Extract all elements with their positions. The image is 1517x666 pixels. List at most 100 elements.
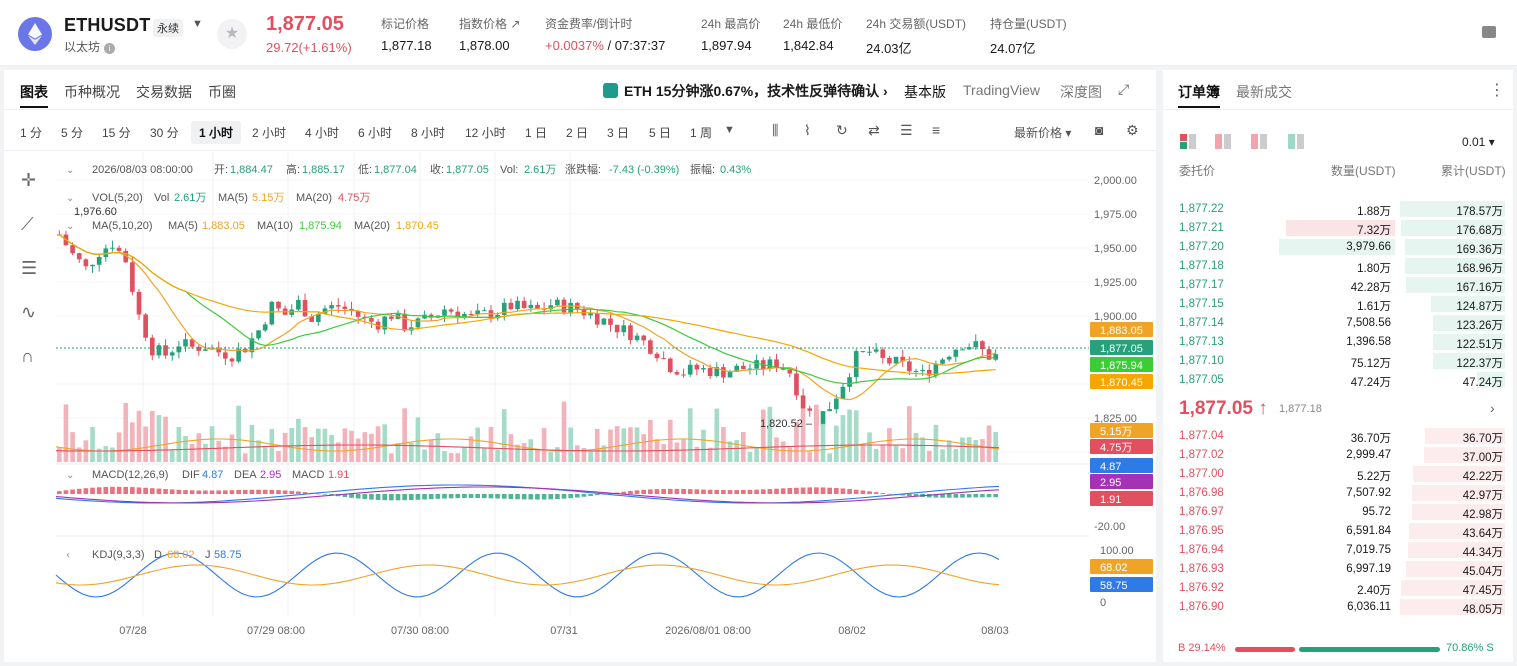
bid-row[interactable]: 1,877.04 36.70万 36.70万 (1163, 427, 1513, 446)
bid-row[interactable]: 1,876.90 6,036.11 48.05万 (1163, 598, 1513, 617)
candle-body (893, 356, 899, 364)
mode-bids-icon[interactable] (1251, 134, 1267, 149)
info-icon[interactable]: i (104, 43, 116, 54)
tab-basic[interactable]: 基本版 (904, 84, 946, 100)
news-text[interactable]: ETH 15分钟涨0.67%，技术性反弹待确认 › (624, 83, 888, 99)
ask-row[interactable]: 1,877.22 1.88万 178.57万 (1163, 200, 1513, 219)
bid-row[interactable]: 1,877.02 2,999.47 37.00万 (1163, 446, 1513, 465)
bid-row[interactable]: 1,876.92 2.40万 47.45万 (1163, 579, 1513, 598)
mode-both-icon[interactable] (1180, 134, 1196, 149)
ask-row[interactable]: 1,877.13 1,396.58 122.51万 (1163, 333, 1513, 352)
timeframe-2d[interactable]: 2 日 (566, 126, 589, 140)
stat-label[interactable]: 指数价格 ↗ (459, 17, 521, 31)
tab-orderbook[interactable]: 订单簿 (1178, 84, 1220, 108)
candlestick-chart[interactable]: 2,000.00 1,975.00 1,950.00 1,925.00 1,900.00… (4, 70, 1156, 662)
candle-body (687, 364, 693, 375)
symbol-dropdown-icon[interactable]: ▼ (192, 18, 203, 30)
ask-row[interactable]: 1,877.05 47.24万 47.24万 (1163, 371, 1513, 390)
ask-row[interactable]: 1,877.17 42.28万 167.16万 (1163, 276, 1513, 295)
timeframe-30m[interactable]: 30 分 (150, 126, 179, 140)
horizontal-lines-icon[interactable]: ☰ (21, 258, 38, 278)
timeframe-4h[interactable]: 4 小时 (305, 126, 340, 140)
book-icon[interactable] (1482, 26, 1496, 38)
price-mode-select[interactable]: 最新价格 ▾ (1014, 126, 1072, 140)
bid-row[interactable]: 1,876.95 6,591.84 43.64万 (1163, 522, 1513, 541)
refresh-icon[interactable]: ↻ (836, 122, 848, 138)
timeframe-1w[interactable]: 1 周 (690, 126, 713, 140)
screenshot-icon[interactable]: ◙ (1095, 122, 1104, 138)
precision-select[interactable]: 0.01 ▾ (1462, 135, 1495, 149)
price-mode-label[interactable]: 最新价格 (1014, 126, 1063, 140)
candle-body (787, 369, 793, 374)
ask-row[interactable]: 1,877.20 3,979.66 169.36万 (1163, 238, 1513, 257)
bid-row[interactable]: 1,877.00 5.22万 42.22万 (1163, 465, 1513, 484)
candle-body (940, 359, 945, 364)
candle-body (594, 313, 600, 325)
candle-body (614, 324, 620, 333)
bid-row[interactable]: 1,876.93 6,997.19 45.04万 (1163, 560, 1513, 579)
bid-row[interactable]: 1,876.94 7,019.75 44.34万 (1163, 541, 1513, 560)
tab-coin-overview[interactable]: 币种概况 (64, 84, 120, 100)
candle-body (256, 330, 261, 339)
timeframe-8h[interactable]: 8 小时 (411, 126, 446, 140)
tab-tradingview[interactable]: TradingView (963, 82, 1041, 98)
ask-row[interactable]: 1,877.21 7.32万 176.68万 (1163, 219, 1513, 238)
favorite-star-icon[interactable]: ★ (217, 19, 247, 49)
y-axis-tick-label: 1,825.00 (1094, 413, 1137, 425)
tab-coin-circle[interactable]: 币圈 (208, 84, 236, 100)
crosshair-icon[interactable]: ✛ (21, 170, 37, 190)
timeframe-5d[interactable]: 5 日 (649, 126, 672, 140)
timeframe-dropdown-icon[interactable]: ▼ (724, 124, 735, 136)
macd-histogram-bar (880, 493, 886, 494)
pattern-icon[interactable]: ∿ (21, 302, 37, 322)
tab-recent-trades[interactable]: 最新成交 (1236, 84, 1292, 100)
volume-bar (953, 449, 959, 462)
more-options-icon[interactable]: ⋮ (1489, 82, 1505, 99)
symbol-title[interactable]: ETHUSDT (64, 15, 151, 35)
tab-chart[interactable]: 图表 (20, 84, 48, 108)
timeframe-3d[interactable]: 3 日 (607, 126, 630, 140)
volume-bar (103, 446, 109, 462)
mode-bids-only-icon[interactable] (1288, 134, 1304, 149)
layout-icon[interactable]: ☰ (900, 122, 913, 138)
mode-asks-icon[interactable] (1215, 134, 1231, 149)
bid-row[interactable]: 1,876.98 7,507.92 42.97万 (1163, 484, 1513, 503)
ask-row[interactable]: 1,877.10 75.12万 122.37万 (1163, 352, 1513, 371)
stat-index-price[interactable]: 指数价格 ↗ 1,878.00 (459, 15, 520, 53)
volume-bar (873, 449, 879, 462)
stat-mark-price: 标记价格 1,877.18 (381, 15, 432, 53)
timeframe-1m[interactable]: 1 分 (20, 126, 43, 140)
ask-row[interactable]: 1,877.14 7,508.56 123.26万 (1163, 314, 1513, 333)
tab-trading-data[interactable]: 交易数据 (136, 84, 192, 100)
precision-value[interactable]: 0.01 (1462, 135, 1486, 149)
compare-icon[interactable]: ⇄ (868, 122, 880, 138)
volume-bar (209, 426, 215, 462)
settings-list-icon[interactable]: ≡ (932, 122, 941, 138)
chevron-down-icon[interactable]: ‹ (66, 550, 70, 561)
chevron-right-icon[interactable]: › (1490, 400, 1495, 416)
chevron-down-icon[interactable]: ⌄ (66, 165, 74, 176)
timeframe-6h[interactable]: 6 小时 (358, 126, 393, 140)
gear-icon[interactable]: ⚙ (1126, 122, 1139, 138)
candle-type-icon[interactable]: ⫼ (772, 122, 779, 138)
fullscreen-icon[interactable]: ⤢ (1118, 81, 1130, 97)
timeframe-1d[interactable]: 1 日 (525, 126, 548, 140)
trendline-icon[interactable]: ⟋ (21, 214, 34, 234)
volume-bar (515, 444, 520, 462)
magnet-icon[interactable]: ∩ (21, 346, 34, 366)
timeframe-12h[interactable]: 12 小时 (465, 126, 506, 140)
chevron-down-icon[interactable]: ⌄ (66, 193, 74, 204)
timeframe-2h[interactable]: 2 小时 (252, 126, 287, 140)
indicator-icon[interactable]: ⌇ (804, 122, 811, 138)
timeframe-1h[interactable]: 1 小时 (191, 121, 242, 144)
chevron-down-icon[interactable]: ⌄ (66, 470, 74, 481)
ask-row[interactable]: 1,877.18 1.80万 168.96万 (1163, 257, 1513, 276)
timeframe-15m[interactable]: 15 分 (102, 126, 131, 140)
candle-body (276, 301, 281, 309)
news-ticker[interactable]: ETH 15分钟涨0.67%，技术性反弹待确认 › (603, 81, 888, 101)
chevron-down-icon[interactable]: ⌄ (66, 221, 74, 232)
bid-row[interactable]: 1,876.97 95.72 42.98万 (1163, 503, 1513, 522)
tab-depth[interactable]: 深度图 (1060, 84, 1102, 100)
ask-row[interactable]: 1,877.15 1.61万 124.87万 (1163, 295, 1513, 314)
timeframe-5m[interactable]: 5 分 (61, 126, 84, 140)
